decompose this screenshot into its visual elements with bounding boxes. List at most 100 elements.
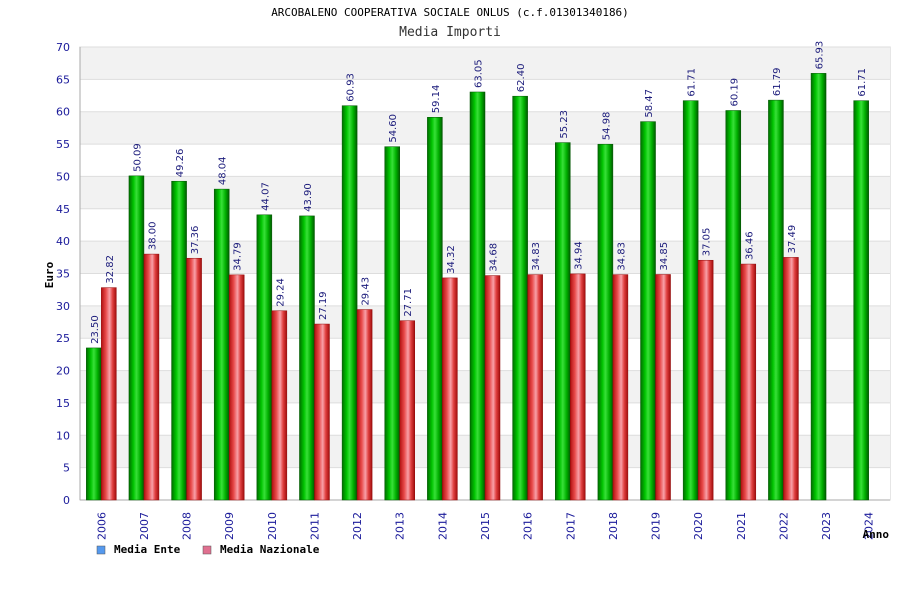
data-label-media-nazionale: 37.49 — [787, 225, 798, 254]
y-tick-label: 10 — [56, 429, 70, 442]
data-label-media-ente: 49.26 — [175, 149, 186, 178]
y-tick-label: 60 — [56, 106, 70, 119]
bars — [86, 73, 869, 501]
bar-media-ente — [810, 73, 827, 501]
x-tick-label: 2019 — [650, 512, 663, 540]
bar-media-ente — [171, 180, 187, 501]
data-label-media-nazionale: 32.82 — [105, 255, 116, 284]
data-label-media-nazionale: 27.19 — [318, 291, 329, 320]
bar-media-ente — [341, 105, 358, 501]
x-tick-label: 2015 — [479, 512, 492, 540]
data-label-media-ente: 59.14 — [431, 85, 442, 114]
y-tick-label: 15 — [56, 397, 70, 410]
y-tick-label: 65 — [56, 73, 70, 86]
data-label-media-nazionale: 34.85 — [659, 242, 670, 271]
bar-media-ente — [469, 91, 486, 501]
data-label-media-ente: 23.50 — [90, 315, 101, 344]
x-tick-label: 2009 — [223, 512, 236, 540]
x-tick-label: 2012 — [351, 512, 364, 540]
y-tick-label: 70 — [56, 41, 70, 54]
bar-media-nazionale — [314, 323, 330, 501]
bar-media-nazionale — [399, 320, 415, 501]
x-tick-label: 2018 — [607, 512, 620, 540]
bar-media-ente — [682, 100, 699, 501]
bar-media-nazionale — [186, 257, 202, 501]
bar-media-nazionale — [740, 263, 757, 501]
data-label-media-nazionale: 36.46 — [744, 231, 755, 260]
data-label-media-ente: 54.60 — [388, 114, 399, 143]
data-label-media-nazionale: 34.83 — [531, 242, 542, 271]
bar-media-nazionale — [783, 257, 799, 501]
data-label-media-ente: 61.71 — [687, 68, 698, 97]
y-axis-label: Euro — [43, 261, 56, 288]
bar-media-ente — [512, 95, 528, 501]
bar-media-nazionale — [527, 274, 543, 501]
data-label-media-nazionale: 37.05 — [702, 228, 713, 257]
data-label-media-ente: 58.47 — [644, 89, 655, 118]
y-axis-ticks: 0 5 10 15 20 25 30 35 40 45 50 55 60 65 70 — [56, 41, 70, 507]
bar-media-nazionale — [697, 259, 714, 501]
data-label-media-ente: 55.23 — [559, 110, 570, 139]
chart-title: ARCOBALENO COOPERATIVA SOCIALE ONLUS (c.… — [271, 6, 629, 19]
data-label-media-nazionale: 38.00 — [147, 221, 158, 250]
x-tick-label: 2010 — [266, 512, 279, 540]
bar-media-nazionale — [655, 274, 671, 501]
bar-media-ente — [555, 142, 571, 501]
bar-media-nazionale — [570, 273, 586, 501]
grid-band — [80, 47, 890, 80]
bar-media-nazionale — [271, 310, 288, 501]
x-tick-label: 2020 — [692, 512, 705, 540]
bar-media-ente — [128, 175, 145, 501]
bar-media-ente — [299, 215, 315, 501]
y-tick-label: 45 — [56, 203, 70, 216]
y-tick-label: 0 — [63, 494, 70, 507]
data-label-media-ente: 60.93 — [346, 73, 357, 102]
data-label-media-ente: 43.90 — [303, 183, 314, 212]
data-label-media-nazionale: 34.94 — [574, 241, 585, 270]
data-label-media-ente: 44.07 — [260, 182, 271, 211]
bar-media-nazionale — [612, 274, 629, 501]
bar-media-ente — [427, 117, 443, 501]
data-label-media-nazionale: 34.79 — [233, 242, 244, 271]
x-tick-label: 2006 — [95, 512, 108, 540]
data-label-media-nazionale: 34.32 — [446, 245, 457, 274]
data-label-media-nazionale: 29.43 — [361, 277, 372, 306]
x-tick-label: 2013 — [394, 512, 407, 540]
x-tick-label: 2008 — [181, 512, 194, 540]
y-tick-label: 5 — [63, 462, 70, 475]
x-tick-label: 2017 — [564, 512, 577, 540]
y-tick-label: 35 — [56, 268, 70, 281]
data-label-media-ente: 62.40 — [516, 64, 527, 93]
data-label-media-nazionale: 37.36 — [190, 226, 201, 255]
bar-media-nazionale — [484, 275, 501, 501]
x-tick-label: 2022 — [777, 512, 790, 540]
y-tick-label: 30 — [56, 300, 70, 313]
data-label-media-ente: 63.05 — [474, 59, 485, 88]
data-label-media-nazionale: 34.83 — [616, 242, 627, 271]
x-tick-label: 2016 — [522, 512, 535, 540]
x-axis-ticks: 2006 2007 2008 2009 2010 2011 2012 2013 2014 2015… — [95, 512, 875, 540]
x-tick-label: 2011 — [308, 512, 321, 540]
x-tick-label: 2014 — [436, 512, 449, 540]
data-label-media-ente: 61.71 — [857, 68, 868, 97]
bar-media-ente — [640, 121, 656, 501]
y-tick-label: 50 — [56, 170, 70, 183]
data-label-media-ente: 60.19 — [729, 78, 740, 107]
bar-media-nazionale — [228, 274, 245, 501]
data-label-media-ente: 65.93 — [815, 41, 826, 70]
legend-label-media-ente: Media Ente — [114, 543, 181, 556]
data-label-media-ente: 61.79 — [772, 67, 783, 96]
legend-label-media-nazionale: Media Nazionale — [220, 543, 320, 556]
x-tick-label: 2024 — [863, 512, 876, 540]
chart-subtitle: Media Importi — [399, 25, 501, 40]
bar-media-nazionale — [143, 253, 160, 501]
bar-media-ente — [768, 99, 784, 501]
data-label-media-nazionale: 34.68 — [489, 243, 500, 272]
data-label-media-ente: 50.09 — [132, 143, 143, 172]
bar-media-nazionale — [101, 287, 117, 501]
bar-media-ente — [853, 100, 869, 501]
bar-media-ente — [725, 110, 742, 501]
bar-media-ente — [597, 143, 614, 501]
